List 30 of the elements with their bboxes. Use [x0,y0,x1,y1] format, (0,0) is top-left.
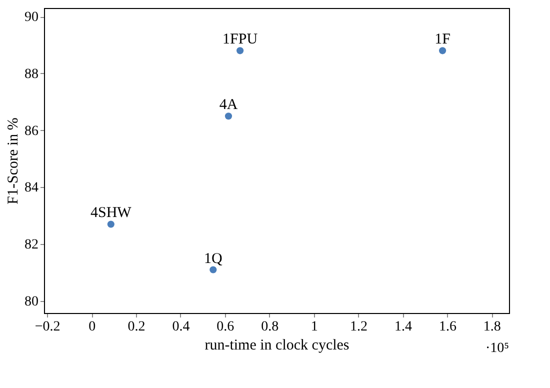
y-tick-label: 82 [24,238,38,253]
x-tick-label: 1.2 [350,320,368,334]
point [236,47,244,54]
x-tick-label: 1.8 [483,320,501,334]
annotation: 1Q [204,250,222,267]
y-axis-title: F1-Score in % [6,118,22,204]
x-tick-label: 1.6 [438,320,456,334]
point [439,47,446,54]
annotation: 1F [434,32,450,48]
y-tick-label: 80 [24,294,38,310]
annotation: 4SHW [90,205,132,222]
x-tick-label: 0.6 [216,320,234,334]
y-tick-label: 86 [24,124,38,139]
x-axis-title: run-time in clock cycles [204,338,350,354]
x-tick-label: 0.2 [128,320,146,334]
point [210,266,217,274]
annotation: 1FPU [222,32,258,48]
annotation: 4A [219,97,238,114]
point [107,220,114,228]
y-tick-label: 90 [24,10,38,26]
x-tick-label: 0 [88,320,96,334]
x-tick-label: −0.2 [34,320,60,334]
x-tick-label: 1.4 [394,320,412,334]
x-tick-label: 0.4 [172,320,190,334]
y-tick-label: 84 [24,180,38,196]
x-tick-label: 1 [310,320,318,334]
y-tick-label: 88 [24,66,38,82]
point [224,112,232,120]
x-tick-label: 0.8 [261,320,279,334]
text: ·10⁵ [485,341,510,356]
